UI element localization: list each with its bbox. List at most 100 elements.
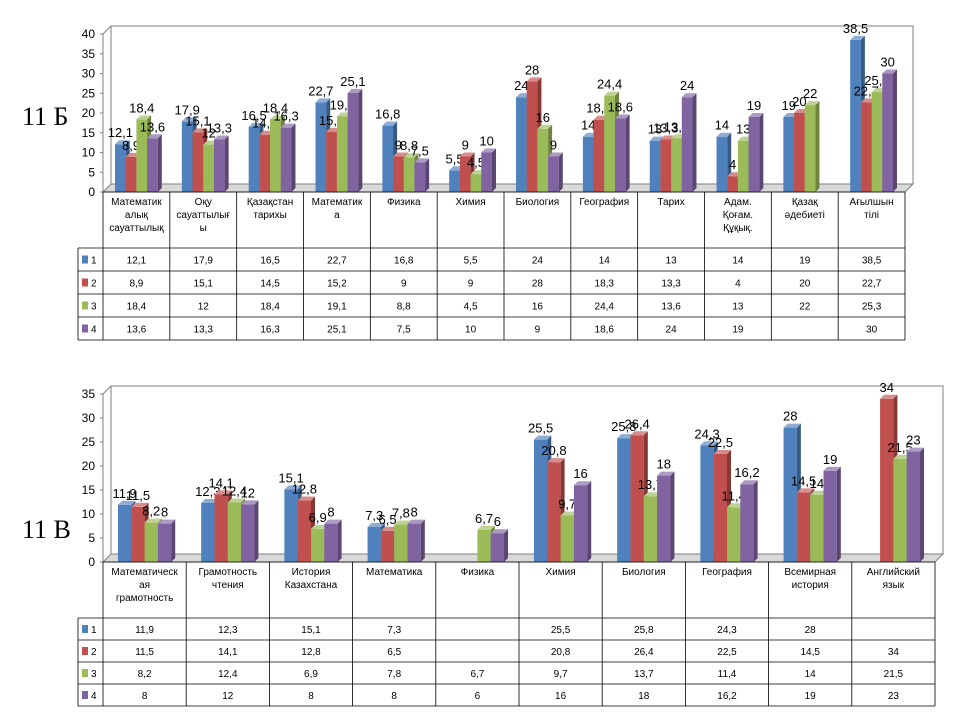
bar-front — [882, 73, 893, 192]
data-label: 34 — [880, 380, 894, 395]
bar-top — [248, 122, 264, 127]
table-cell: 4,5 — [464, 302, 478, 313]
data-label: 16,2 — [734, 465, 759, 480]
table-cell: 7,5 — [397, 325, 411, 336]
bar-4 — [906, 447, 925, 562]
bar-front — [573, 485, 588, 562]
y-tick-label: 15 — [82, 483, 96, 497]
bar-4 — [414, 158, 430, 192]
legend-key-4 — [82, 324, 88, 333]
data-label: 12 — [201, 126, 215, 141]
bar-front — [681, 97, 693, 192]
bar-front — [347, 92, 359, 192]
table-cell: 16,3 — [260, 325, 280, 336]
bar-front — [477, 529, 491, 562]
data-label: 11,5 — [126, 488, 150, 503]
bar-4 — [213, 135, 229, 192]
bar-front — [201, 502, 215, 562]
bar-top — [617, 434, 635, 439]
bar-top — [906, 447, 925, 452]
bar-front — [336, 116, 348, 192]
data-label: 25,1 — [340, 74, 365, 89]
bar-top — [181, 117, 197, 122]
category-label: Ағылшын — [850, 197, 894, 208]
legend-key-2 — [82, 278, 88, 287]
legend-key-3 — [82, 669, 88, 677]
y-tick-label: 10 — [82, 507, 96, 521]
table-cell: 23 — [888, 691, 900, 702]
data-label: 9 — [395, 137, 402, 152]
category-label: язык — [883, 580, 905, 591]
table-cell: 8 — [142, 691, 148, 702]
table-cell: 16 — [532, 302, 544, 313]
bar-top — [213, 135, 229, 140]
bar-top — [367, 522, 385, 527]
table-cell: 13,6 — [661, 302, 681, 313]
bar-top — [324, 519, 342, 524]
bar-front — [533, 439, 548, 562]
data-label: 14,5 — [791, 473, 816, 488]
table-cell: 13 — [732, 302, 744, 313]
data-label: 13 — [736, 122, 750, 137]
y-axis-top — [102, 385, 112, 395]
bar-front — [407, 523, 421, 562]
table-cell: 18 — [638, 691, 650, 702]
data-label: 7,5 — [411, 143, 429, 158]
table-cell: 16 — [555, 691, 567, 702]
table-cell: 14,1 — [218, 647, 238, 658]
table-cell: 12,8 — [301, 647, 321, 658]
bar-top — [573, 481, 592, 486]
data-label: 9 — [550, 137, 557, 152]
table-cell: 17,9 — [194, 256, 214, 267]
category-label: Математик — [312, 197, 363, 208]
category-label: грамотность — [116, 593, 173, 604]
bar-front — [783, 116, 795, 192]
bar-top — [380, 526, 399, 531]
table-cell: 25,5 — [551, 625, 571, 636]
bar-front — [716, 136, 728, 192]
bar-top — [630, 431, 648, 436]
bar-front — [367, 526, 381, 562]
table-cell: 18,4 — [260, 302, 280, 313]
bar-top — [414, 158, 430, 163]
data-label: 16,5 — [241, 108, 266, 123]
bar-side — [753, 480, 758, 562]
data-label: 8,8 — [400, 138, 418, 153]
bar-front — [516, 97, 527, 192]
table-cell: 8,2 — [138, 669, 152, 680]
data-label: 15,1 — [278, 471, 303, 486]
bar-top — [748, 112, 764, 117]
data-label: 13,3 — [207, 120, 232, 135]
bar-top — [533, 435, 552, 440]
data-label: 16 — [573, 466, 587, 481]
bar-front — [548, 156, 559, 192]
data-label: 28 — [525, 62, 539, 77]
data-label: 28 — [783, 409, 797, 424]
bar-top — [147, 134, 162, 139]
table-cell: 8 — [308, 691, 314, 702]
table-cell: 14 — [732, 256, 744, 267]
data-label: 24 — [680, 78, 694, 93]
bar-top — [284, 485, 302, 490]
legend-label-2: 2 — [91, 279, 97, 290]
bar-4 — [481, 148, 496, 192]
y-tick-label: 30 — [82, 67, 96, 81]
bar-4 — [823, 466, 841, 562]
data-label: 6 — [494, 514, 501, 529]
table-cell: 9 — [468, 279, 474, 290]
legend-key-2 — [82, 647, 88, 655]
y-tick-label: 25 — [82, 435, 96, 449]
bar-top — [477, 525, 495, 530]
data-label: 24,3 — [694, 426, 719, 441]
data-label: 8 — [161, 505, 168, 520]
bar-4 — [573, 481, 592, 562]
data-label: 12,8 — [292, 482, 317, 497]
bar-4 — [882, 69, 897, 192]
table-cell: 5,5 — [464, 256, 478, 267]
table-cell: 13,6 — [127, 325, 147, 336]
bar-front — [906, 451, 921, 562]
legend-label-2: 2 — [91, 647, 97, 658]
y-tick-label: 20 — [82, 106, 96, 120]
bar-4 — [147, 134, 162, 192]
bar-front — [227, 502, 242, 562]
